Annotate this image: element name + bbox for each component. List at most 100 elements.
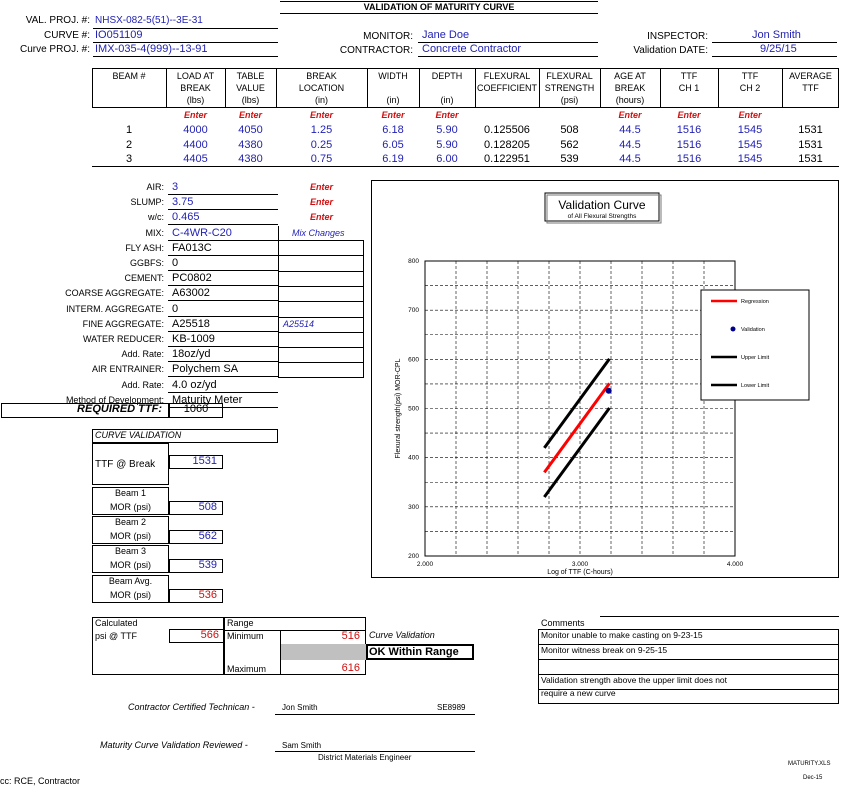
beam-table-cell[interactable]: 44.5 bbox=[619, 153, 641, 165]
beam-table-cell[interactable]: 4050 bbox=[238, 124, 263, 136]
beam-table-header: FLEXURAL bbox=[483, 71, 531, 81]
mix-field-value[interactable]: PC0802 bbox=[172, 272, 212, 284]
beam-table-header: VALUE bbox=[236, 83, 265, 93]
mix-field-label: INTERM. AGGREGATE: bbox=[66, 304, 164, 314]
mix-field-label: FINE AGGREGATE: bbox=[82, 319, 164, 329]
enter-hint: Enter bbox=[738, 110, 762, 120]
mix-field-value[interactable]: A63002 bbox=[172, 287, 210, 299]
mix-field-value[interactable]: 3.75 bbox=[172, 196, 194, 208]
beam-table-cell: 539 bbox=[560, 153, 579, 165]
technician-name[interactable]: Jon Smith bbox=[282, 703, 318, 712]
legend-label: Validation bbox=[741, 327, 765, 333]
mix-field-value[interactable]: 0 bbox=[172, 257, 179, 269]
y-tick-label: 600 bbox=[408, 356, 419, 363]
contractor-label: CONTRACTOR: bbox=[339, 45, 413, 56]
mix-field-value[interactable]: 0.465 bbox=[172, 211, 200, 223]
beam-table-cell[interactable]: 5.90 bbox=[436, 139, 458, 151]
beam-table-cell[interactable]: 6.19 bbox=[382, 153, 404, 165]
beam-table-cell[interactable]: 1516 bbox=[676, 124, 702, 136]
beam-table-header: TTF bbox=[741, 71, 759, 81]
beam-table-cell[interactable]: 1516 bbox=[676, 153, 702, 165]
beam-table-cell[interactable]: 1545 bbox=[737, 153, 763, 165]
mix-field-value[interactable]: KB-1009 bbox=[172, 333, 215, 345]
mix-field-value[interactable]: FA013C bbox=[172, 242, 212, 254]
comment-line[interactable]: Monitor witness break on 9-25-15 bbox=[541, 645, 668, 655]
validation-date-field[interactable]: 9/25/15 bbox=[760, 43, 797, 55]
beam-table-header: BREAK bbox=[180, 83, 211, 93]
range-label: Range bbox=[227, 618, 254, 628]
curve-proj-field[interactable]: IMX-035-4(999)--13-91 bbox=[95, 43, 208, 55]
legend-box bbox=[700, 289, 810, 401]
chart-frame bbox=[371, 180, 839, 578]
beam-table-cell[interactable]: 0.75 bbox=[310, 153, 333, 165]
form-rev: Dec-15 bbox=[803, 775, 823, 781]
beam-table-header: (lbs) bbox=[241, 95, 260, 105]
beam-table-cell[interactable]: 5.90 bbox=[436, 124, 458, 136]
cc-line: cc: RCE, Contractor bbox=[0, 776, 81, 786]
beam-table-header: FLEXURAL bbox=[546, 71, 593, 81]
comment-line[interactable]: Validation strength above the upper limi… bbox=[541, 675, 728, 685]
comment-line[interactable]: require a new curve bbox=[541, 688, 616, 698]
mix-field-value[interactable]: Polychem SA bbox=[172, 363, 239, 375]
val-proj-label: VAL. PROJ. #: bbox=[25, 15, 90, 26]
curve-field[interactable]: IO051109 bbox=[95, 29, 143, 41]
chart-title-shadow bbox=[546, 194, 662, 224]
beam-table-cell[interactable]: 1.25 bbox=[310, 124, 333, 136]
y-tick-label: 200 bbox=[408, 553, 419, 560]
curve-label: CURVE #: bbox=[44, 30, 90, 41]
beam-table-cell[interactable]: 1516 bbox=[676, 139, 702, 151]
y-axis-label: Flexural strength(psi) MOR-CPL bbox=[395, 358, 402, 458]
beam-table-cell[interactable]: 4400 bbox=[183, 139, 208, 151]
y-tick-label: 700 bbox=[408, 307, 419, 314]
beam-table-cell[interactable]: 4380 bbox=[238, 139, 263, 151]
mix-field-value[interactable]: C-4WR-C20 bbox=[172, 227, 232, 239]
beam-table-cell[interactable]: 44.5 bbox=[619, 124, 641, 136]
beam-table-cell[interactable]: 1545 bbox=[737, 139, 763, 151]
mor-psi-label: MOR (psi) bbox=[110, 560, 151, 570]
monitor-field[interactable]: Jane Doe bbox=[422, 29, 470, 41]
reviewed-name[interactable]: Sam Smith bbox=[282, 741, 322, 750]
chart-title-box bbox=[544, 192, 660, 222]
contractor-field[interactable]: Concrete Contractor bbox=[422, 43, 522, 55]
enter-hint: Enter bbox=[677, 110, 701, 120]
series-line-upper-limit bbox=[543, 357, 611, 449]
curve-validation-label: Curve Validation bbox=[369, 630, 435, 640]
beam-table-cell: 2 bbox=[125, 139, 133, 151]
chart-subtitle: of All Flexural Strengths bbox=[568, 213, 637, 220]
mix-field-value[interactable]: 4.0 oz/yd bbox=[172, 379, 217, 391]
beam-table-cell[interactable]: 6.00 bbox=[436, 153, 458, 165]
mix-field-value[interactable]: 3 bbox=[172, 181, 179, 193]
legend-label: Upper Limit bbox=[741, 355, 770, 361]
inspector-label: INSPECTOR: bbox=[647, 31, 708, 42]
beam-mor-label: Beam 2 bbox=[114, 517, 147, 527]
technician-cert[interactable]: SE8989 bbox=[437, 703, 466, 712]
beam-table-cell[interactable]: 4000 bbox=[183, 124, 208, 136]
beam-table-cell[interactable]: 44.5 bbox=[619, 139, 641, 151]
comment-line[interactable]: Monitor unable to make casting on 9-23-1… bbox=[541, 630, 703, 640]
beam-table-cell[interactable]: 0.25 bbox=[310, 139, 333, 151]
y-tick-label: 400 bbox=[408, 455, 419, 462]
mix-field-label: w/c: bbox=[147, 212, 164, 222]
beam-table-cell[interactable]: 6.05 bbox=[382, 139, 404, 151]
validation-date-label: Validation DATE: bbox=[633, 45, 708, 56]
beam-table-cell[interactable]: 6.18 bbox=[382, 124, 404, 136]
inspector-field[interactable]: Jon Smith bbox=[752, 29, 801, 41]
mix-field-note: Enter bbox=[310, 197, 334, 207]
mix-field-note: A25514 bbox=[283, 319, 315, 329]
required-ttf-value[interactable]: 1060 bbox=[183, 403, 209, 415]
beam-table-cell[interactable]: 4380 bbox=[238, 153, 263, 165]
beam-table-cell: 3 bbox=[125, 153, 133, 165]
beam-table-cell[interactable]: 1545 bbox=[737, 124, 763, 136]
calculated-value: 566 bbox=[200, 629, 219, 641]
monitor-label: MONITOR: bbox=[363, 31, 413, 42]
mix-field-value[interactable]: 0 bbox=[172, 303, 179, 315]
mix-field-value[interactable]: A25518 bbox=[172, 318, 210, 330]
validation-point bbox=[605, 387, 612, 394]
y-tick-label: 800 bbox=[408, 258, 419, 265]
val-proj-field[interactable]: NHSX-082-5(51)--3E-31 bbox=[95, 15, 203, 26]
beam-table-cell[interactable]: 4405 bbox=[183, 153, 208, 165]
legend-marker bbox=[730, 326, 736, 332]
mix-field-value[interactable]: 18oz/yd bbox=[172, 348, 211, 360]
psi-ttf-label: psi @ TTF bbox=[95, 631, 137, 641]
ttf-break-value[interactable]: 1531 bbox=[192, 455, 217, 467]
